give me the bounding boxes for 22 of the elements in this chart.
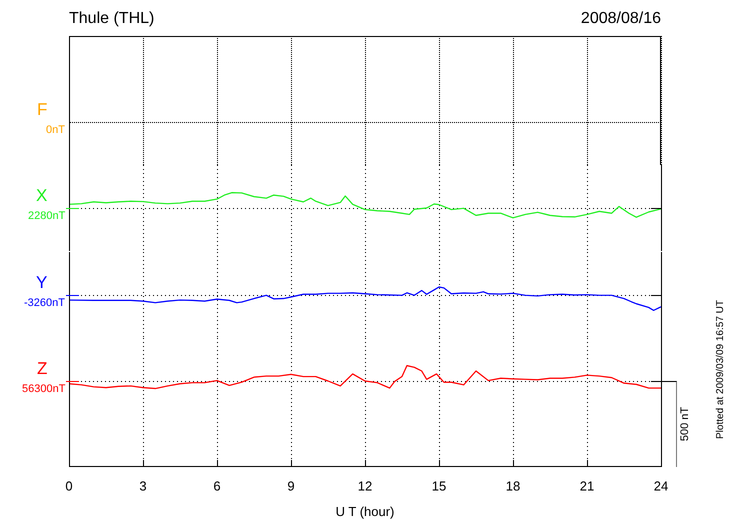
text: Plotted at 2009/03/09 16:57 UT [714,300,726,440]
series-label: X [36,186,48,206]
x-tick-label: 15 [432,478,446,494]
x-tick-label: 0 [65,478,73,494]
text: 56300nT [22,382,66,395]
x-tick-label: 18 [506,478,520,494]
text: 2280nT [28,210,66,222]
x-tick-label: 24 [654,478,668,494]
x-tick-label: 12 [358,478,372,494]
text: 0nT [46,124,65,136]
text: Thule (THL) [69,10,154,28]
text: -3260nT [24,296,65,309]
x-tick-label: 21 [580,478,594,494]
series-label: Z [37,358,48,379]
text: 500 nT [679,406,692,441]
text: 2008/08/16 [580,10,661,28]
x-tick-label: 9 [287,478,295,494]
series-label: Y [36,272,48,293]
x-tick-label: 3 [139,478,147,494]
x-axis-title: U T (hour) [336,503,394,518]
text: F [37,100,48,120]
x-tick-label: 6 [213,478,221,494]
